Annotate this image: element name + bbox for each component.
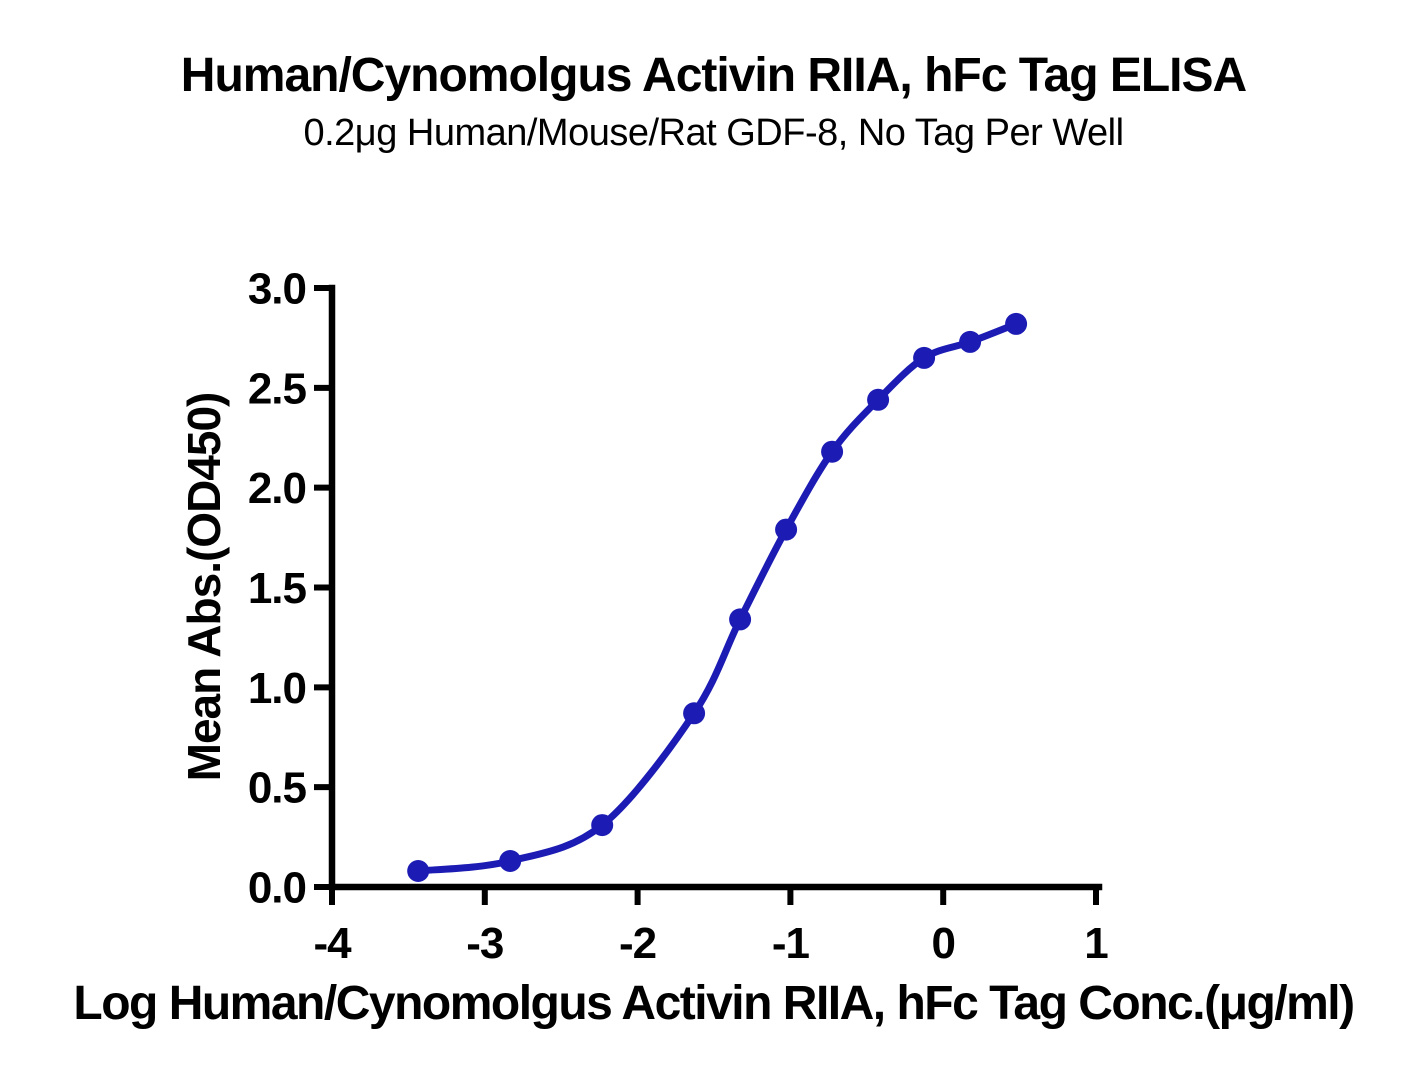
x-tick-label: 0 [931, 919, 954, 968]
data-point [775, 518, 798, 541]
x-tick-label: -2 [619, 919, 656, 968]
data-point [683, 702, 706, 725]
axis-frame [328, 284, 1103, 891]
data-point [913, 346, 936, 369]
data-point [729, 608, 752, 631]
elisa-curve [414, 320, 1020, 875]
y-tick-label: 1.5 [248, 564, 307, 613]
y-tick-label: 2.0 [248, 464, 306, 513]
data-point [959, 330, 982, 353]
x-axis-title: Log Human/Cynomolgus Activin RIIA, hFc T… [73, 977, 1355, 1030]
x-tick-label: 1 [1084, 919, 1108, 968]
data-point [407, 860, 430, 882]
chart-title: Human/Cynomolgus Activin RIIA, hFc Tag E… [180, 49, 1247, 102]
y-tick-label: 2.5 [248, 364, 307, 413]
y-tick-label: 0.5 [248, 764, 307, 813]
data-point [591, 814, 614, 837]
data-point [1005, 312, 1028, 335]
x-tick-label: -3 [466, 919, 503, 968]
y-tick-label: 3.0 [248, 265, 306, 314]
data-point [867, 388, 890, 411]
y-tick-label: 0.0 [248, 864, 306, 913]
chart-subtitle: 0.2μg Human/Mouse/Rat GDF-8, No Tag Per … [303, 112, 1124, 154]
data-point [499, 850, 522, 872]
x-tick-label: -1 [772, 919, 810, 968]
y-tick-label: 1.0 [248, 664, 306, 713]
data-point [821, 440, 844, 463]
x-tick-label: -4 [313, 919, 352, 968]
